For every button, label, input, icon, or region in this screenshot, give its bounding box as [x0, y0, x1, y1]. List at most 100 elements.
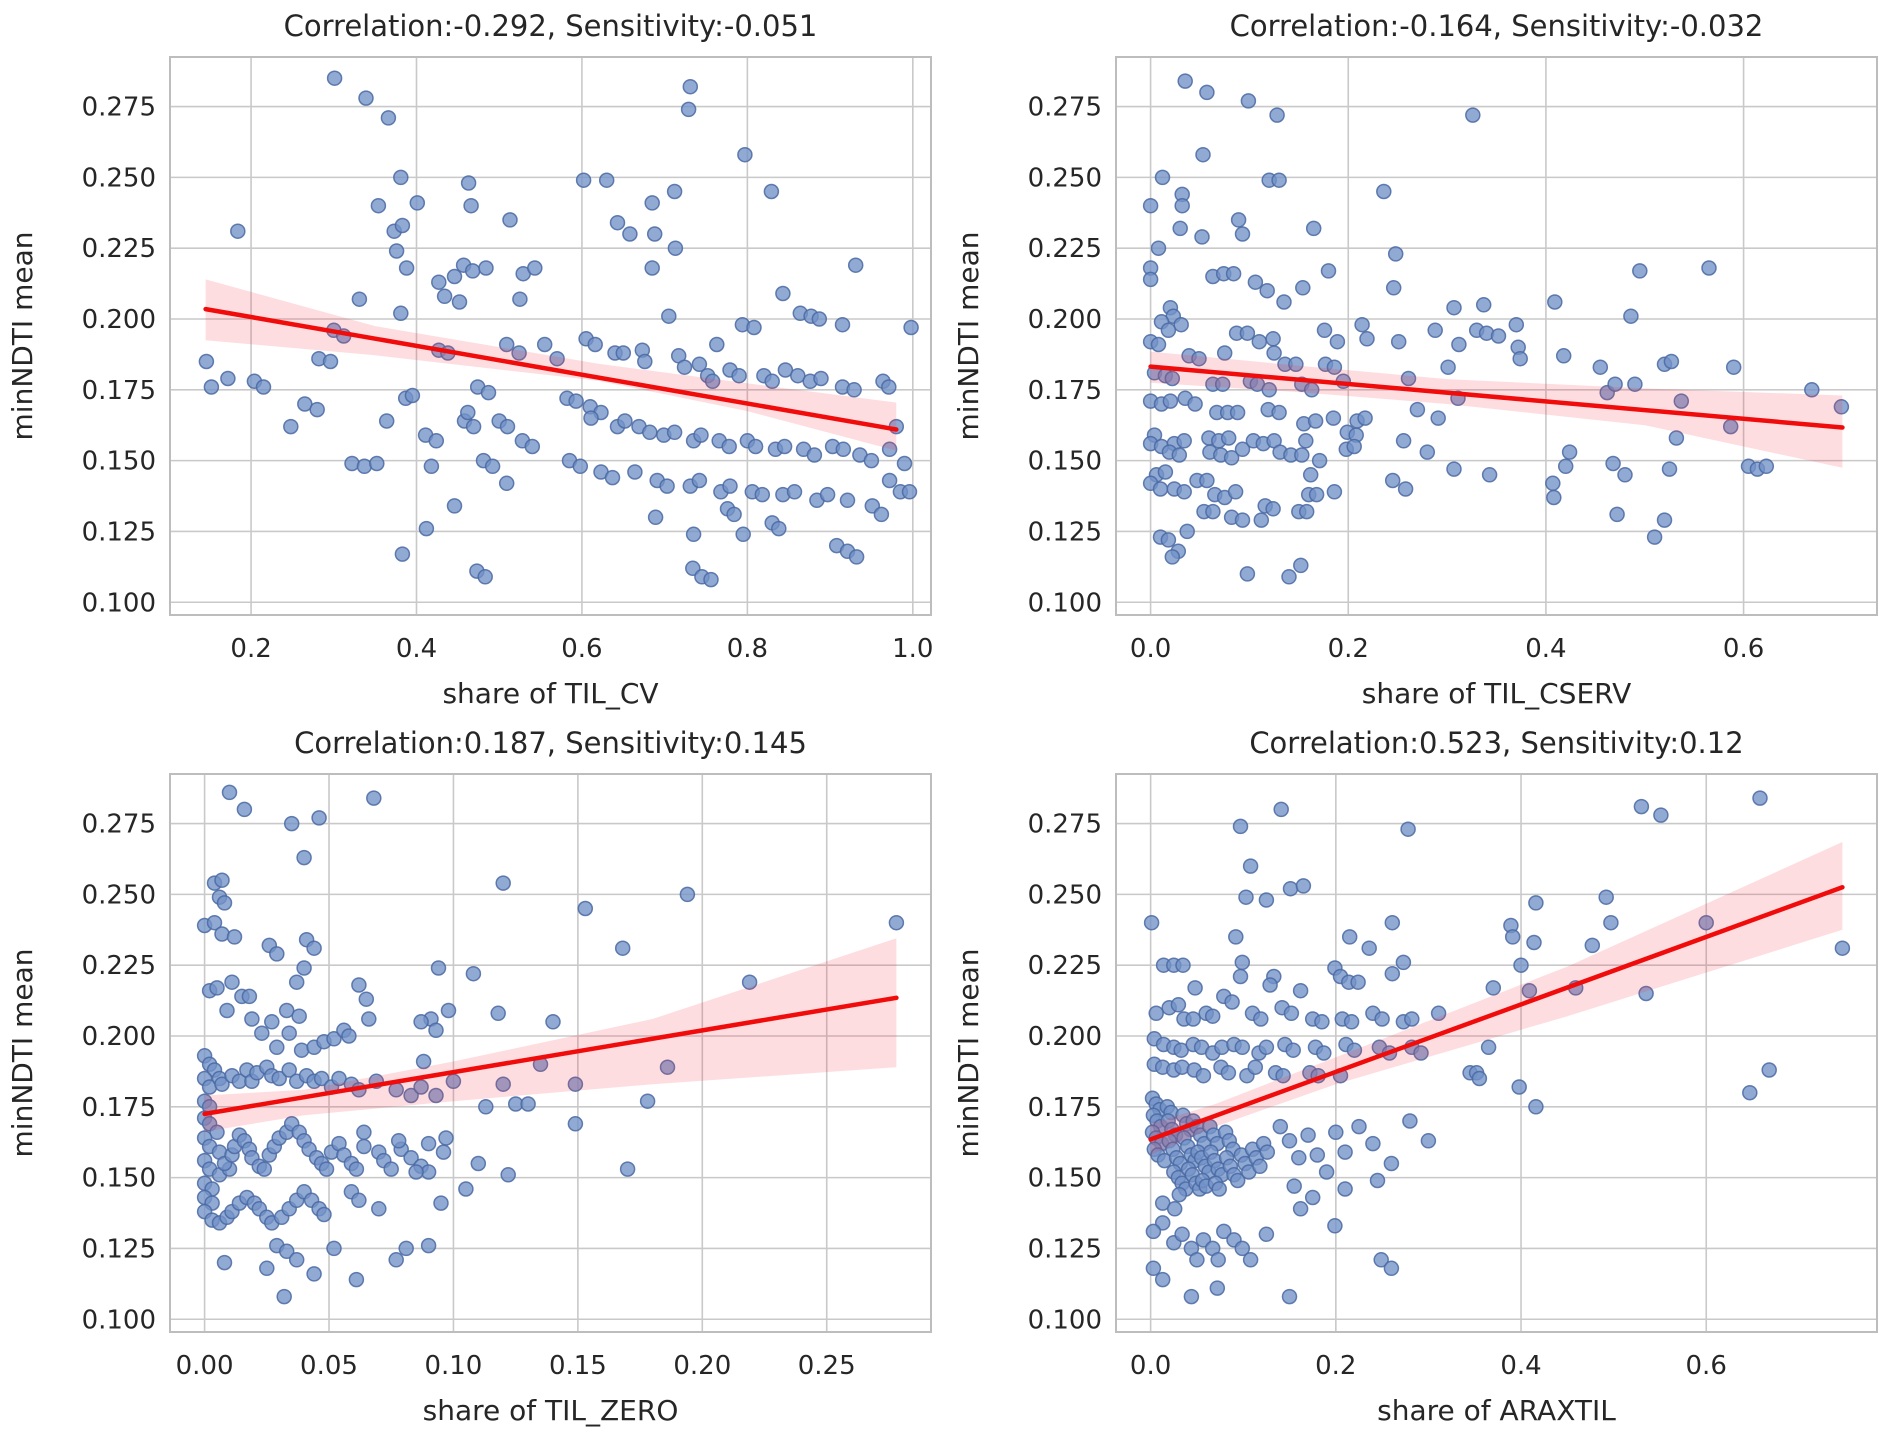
scatter-point	[1273, 801, 1289, 818]
panel-til-cserv: 0.0 0.2 0.4 0.6 0.100 0.125 0.150 0.175 0.200 0.2…	[946, 0, 1892, 717]
y-tick-label: 0.125	[82, 1234, 156, 1264]
scatter-point	[1481, 467, 1498, 483]
scatter-point	[1369, 1172, 1386, 1189]
scatter-point	[278, 1002, 295, 1019]
scatter-point	[1446, 461, 1462, 477]
scatter-point	[221, 784, 238, 801]
scatter-point	[464, 263, 481, 279]
scatter-point	[1480, 1039, 1497, 1056]
scatter-point	[1242, 1252, 1259, 1268]
scatter-point	[1397, 481, 1414, 497]
scatter-point	[226, 929, 243, 945]
scatter-point	[428, 433, 445, 449]
scatter-point	[1633, 798, 1650, 815]
scatter-point	[433, 1195, 449, 1211]
scatter-point	[1314, 1014, 1330, 1030]
scatter-point	[737, 146, 753, 163]
scatter-point	[863, 452, 880, 469]
scatter-point	[490, 1005, 506, 1022]
scatter-point	[1761, 1062, 1777, 1078]
scatter-point	[1555, 348, 1572, 364]
scatter-point	[901, 484, 918, 500]
scatter-point	[403, 1150, 419, 1166]
scatter-point	[1547, 294, 1563, 310]
scatter-point	[1350, 974, 1366, 990]
x-axis-label: share of TIL_CV	[442, 677, 658, 710]
scatter-point	[524, 438, 541, 455]
scatter-point	[366, 790, 382, 806]
scatter-point	[1174, 1226, 1190, 1243]
y-tick-label: 0.275	[1028, 93, 1102, 123]
scatter-point	[440, 1002, 457, 1019]
scatter-point	[281, 1025, 297, 1041]
scatter-point	[811, 311, 828, 327]
scatter-point	[1160, 322, 1177, 339]
y-tick-label: 0.250	[1028, 880, 1102, 910]
scatter-point	[1752, 790, 1768, 806]
scatter-point	[790, 367, 806, 384]
scatter-point	[709, 336, 725, 353]
scatter-point	[786, 484, 803, 500]
y-tick-label: 0.200	[1028, 1022, 1102, 1052]
scatter-point	[703, 571, 719, 588]
scatter-point	[1337, 1144, 1353, 1160]
scatter-point	[348, 1271, 365, 1288]
plot-layers: 0.0 0.2 0.4 0.6 0.100 0.125 0.150 0.175 0.200 0.2…	[1028, 773, 1878, 1381]
x-axis-label: share of TIL_CSERV	[1362, 677, 1631, 710]
scatter-point	[1239, 325, 1256, 341]
scatter-point	[1225, 265, 1242, 282]
scatter-point	[1430, 410, 1446, 426]
scatter-point	[1220, 1065, 1237, 1081]
scatter-point	[1210, 1252, 1226, 1268]
scatter-point	[1346, 438, 1362, 455]
scatter-point	[356, 458, 373, 475]
scatter-point	[1653, 807, 1669, 823]
scatter-point	[1191, 350, 1207, 367]
scatter-point	[1229, 404, 1246, 421]
scatter-point	[1171, 1186, 1188, 1203]
scatter-point	[502, 212, 518, 228]
scatter-point	[283, 815, 300, 832]
scatter-point	[847, 257, 864, 273]
scatter-point	[1390, 333, 1407, 350]
scatter-point	[666, 183, 683, 200]
x-tick-label: 0.4	[1525, 634, 1566, 664]
scatter-point	[480, 384, 497, 401]
scatter-point	[682, 78, 699, 95]
scatter-point	[420, 1135, 437, 1152]
y-tick-label: 0.150	[1028, 447, 1102, 477]
scatter-point	[1632, 263, 1648, 279]
scatter-point	[428, 1022, 444, 1039]
regression-line	[203, 306, 899, 432]
scatter-point	[219, 1002, 235, 1019]
scatter-point	[1402, 1113, 1418, 1129]
scatter-point	[575, 172, 592, 188]
scatter-point	[667, 240, 684, 256]
scatter-point	[835, 441, 852, 458]
scatter-point	[388, 1252, 404, 1268]
scatter-point	[846, 382, 862, 398]
scatter-point	[1545, 475, 1561, 492]
scatter-point	[775, 285, 791, 302]
scatter-point	[763, 183, 780, 200]
scatter-point	[415, 1053, 432, 1070]
scatter-point	[1145, 1223, 1162, 1240]
scatter-point	[568, 393, 584, 409]
x-tick-label: 0.00	[176, 1351, 234, 1381]
scatter-point	[536, 336, 553, 353]
scatter-point	[288, 974, 305, 990]
x-tick-label: 0.4	[1500, 1351, 1541, 1381]
scatter-point	[1294, 447, 1310, 463]
scatter-point	[888, 914, 905, 931]
scatter-point	[1227, 484, 1244, 500]
scatter-point	[500, 1167, 516, 1183]
scatter-point	[1384, 965, 1401, 982]
y-tick-label: 0.150	[82, 447, 156, 477]
scatter-point	[1295, 878, 1312, 894]
scatter-point	[1187, 396, 1203, 412]
scatter-point	[331, 1070, 347, 1087]
scatter-point	[1326, 484, 1343, 500]
scatter-point	[1214, 376, 1231, 392]
x-tick-label: 0.15	[549, 1351, 607, 1381]
y-tick-label: 0.175	[82, 1093, 156, 1123]
